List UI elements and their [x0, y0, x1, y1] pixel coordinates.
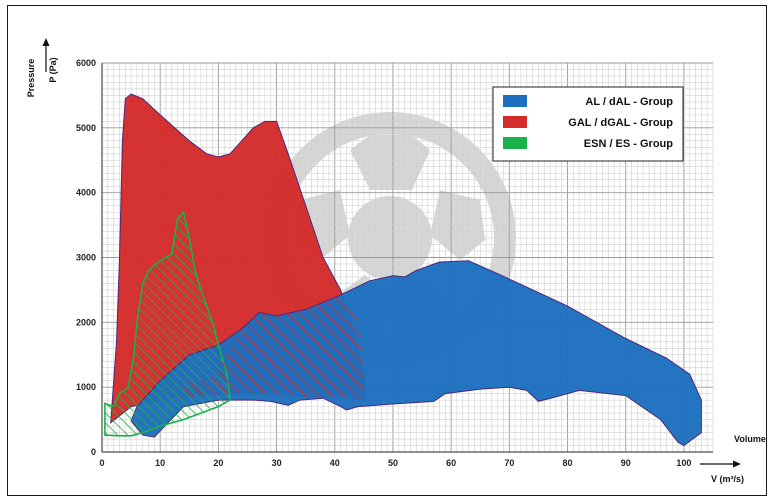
- legend: AL / dAL - Group GAL / dGAL - Group ESN / …: [492, 86, 684, 162]
- x-axis-arrowhead: [733, 460, 741, 468]
- x-tick-label: 30: [272, 458, 282, 468]
- y-tick-label: 4000: [76, 188, 96, 198]
- legend-swatch: [503, 116, 527, 128]
- x-tick-label: 90: [621, 458, 631, 468]
- series-layer: [104, 93, 702, 447]
- y-tick-label: 2000: [76, 317, 96, 327]
- y-axis-title: Pressure: [26, 59, 36, 98]
- x-tick-label: 0: [99, 458, 104, 468]
- legend-swatch: [503, 137, 527, 149]
- y-tick-label: 0: [91, 447, 96, 457]
- y-tick-label: 3000: [76, 253, 96, 263]
- overlap-hatch: [177, 297, 364, 402]
- axes: 0 10 20 30 40 50 60 70 80 90 100010002000300040005…: [76, 58, 713, 468]
- x-tick-label: 70: [504, 458, 514, 468]
- x-tick-label: 80: [563, 458, 573, 468]
- axis-labels: Pressure P (Pa) Volume V (m³/s): [26, 38, 766, 484]
- legend-label: AL / dAL - Group: [585, 96, 673, 108]
- y-axis-arrowhead: [42, 38, 50, 46]
- y-axis-unit: P (Pa): [48, 57, 58, 82]
- x-tick-label: 60: [446, 458, 456, 468]
- area-esn-es-group: [104, 210, 231, 437]
- x-tick-label: 100: [676, 458, 691, 468]
- legend-label: GAL / dGAL - Group: [568, 117, 673, 129]
- x-tick-label: 20: [213, 458, 223, 468]
- x-axis-title: Volume: [734, 434, 766, 444]
- y-tick-label: 1000: [76, 382, 96, 392]
- x-tick-label: 40: [330, 458, 340, 468]
- legend-label: ESN / ES - Group: [584, 138, 674, 150]
- x-tick-label: 10: [155, 458, 165, 468]
- x-axis-unit: V (m³/s): [711, 474, 744, 484]
- y-tick-label: 5000: [76, 123, 96, 133]
- y-tick-label: 6000: [76, 58, 96, 68]
- x-tick-label: 50: [388, 458, 398, 468]
- legend-swatch: [503, 95, 527, 107]
